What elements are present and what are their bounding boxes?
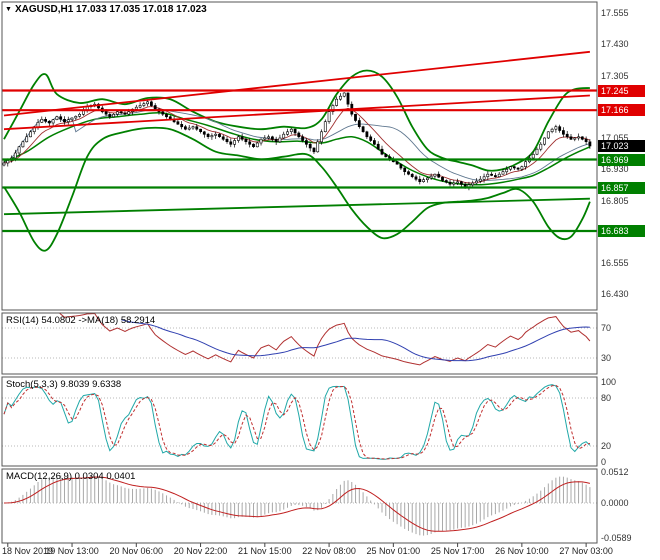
price-level-badge: 17.245: [598, 84, 645, 97]
price-level-badge: 17.166: [598, 104, 645, 117]
price-axis-label: 16.805: [601, 195, 629, 206]
time-axis-label: 25 Nov 17:00: [430, 546, 485, 556]
price-axis[interactable]: 17.555 17.430 17.305 17.055 16.930 16.805 16.5…: [597, 0, 660, 560]
price-level-badge: 16.969: [598, 153, 645, 166]
macd-axis-label: 0.0512: [601, 467, 629, 478]
time-axis-label: 18 Nov 2019: [2, 546, 54, 556]
time-axis-label: 25 Nov 01:00: [366, 546, 421, 556]
stoch-axis-label: 0: [601, 457, 607, 467]
price-axis-label: 16.430: [601, 289, 629, 300]
collapse-chart-icon[interactable]: ▼: [5, 5, 12, 13]
price-axis-label: 16.930: [601, 164, 629, 175]
time-axis-label: 20 Nov 22:00: [173, 546, 228, 556]
chart-title-bar: ▼ XAGUSD,H1 17.033 17.035 17.018 17.023: [5, 4, 207, 15]
time-axis-label: 26 Nov 10:00: [495, 546, 549, 556]
macd-axis-label: -0.0589: [601, 533, 632, 544]
time-axis-label: 19 Nov 13:00: [45, 546, 99, 556]
chart-title: XAGUSD,H1 17.033 17.035 17.018 17.023: [14, 4, 207, 15]
time-axis-label: 22 Nov 08:00: [302, 546, 356, 556]
time-axis-label: 21 Nov 15:00: [238, 546, 292, 556]
stoch-axis-label: 100: [601, 377, 617, 387]
rsi-indicator-label: RSI(14) 54.0802 ->MA(18) 58.2914: [6, 315, 156, 326]
macd-indicator-label: MACD(12,26,9) 0.0304 0.0401: [6, 471, 136, 482]
time-axis-label: 20 Nov 06:00: [109, 546, 164, 556]
price-axis-label: 17.055: [601, 133, 629, 143]
rsi-axis-label: 30: [601, 353, 612, 363]
time-axis-label: 27 Nov 03:00: [559, 546, 613, 556]
stoch-axis-label: 80: [601, 393, 612, 403]
price-axis-label: 17.430: [601, 39, 629, 50]
stoch-indicator-label: Stoch(5,3,3) 9.8039 9.6338: [6, 379, 122, 390]
rsi-axis-label: 70: [601, 323, 612, 333]
price-axis-label: 17.555: [601, 8, 629, 18]
macd-axis-label: 0.0000: [601, 498, 629, 508]
stoch-axis-label: 20: [601, 441, 612, 451]
price-level-badge: 17.023: [598, 140, 645, 152]
price-axis-label: 16.555: [601, 258, 629, 268]
price-axis-label: 17.305: [601, 70, 629, 81]
price-level-badge: 16.683: [598, 225, 645, 237]
price-level-badge: 16.857: [598, 181, 645, 194]
time-axis[interactable]: 18 Nov 2019 19 Nov 13:00 20 Nov 06:00 20 No…: [0, 543, 660, 560]
